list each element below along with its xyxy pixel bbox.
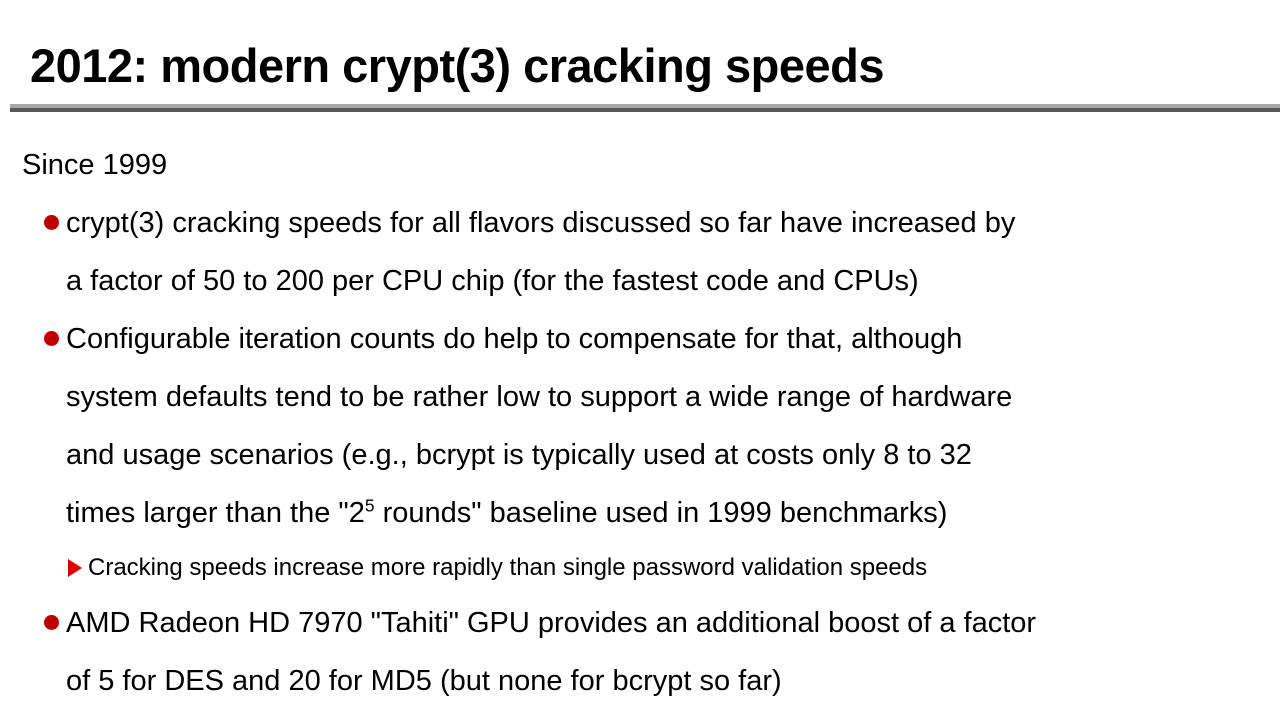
title-underline-rule (10, 104, 1280, 112)
title-underline-rule-dark (10, 108, 1280, 112)
text-line-with-superscript: times larger than the "25 rounds" baseli… (66, 484, 1280, 542)
text-line: crypt(3) cracking speeds for all flavors… (66, 207, 1016, 239)
slide-title: 2012: modern crypt(3) cracking speeds (30, 39, 884, 92)
text-line: AMD Radeon HD 7970 "Tahiti" GPU provides… (66, 607, 1037, 639)
sub-bullet-text: Cracking speeds increase more rapidly th… (0, 542, 1280, 594)
red-disc-bullet-icon (44, 331, 59, 346)
intro-line: Since 1999 (22, 149, 168, 181)
sub-bullet-item-cracking-speeds: Cracking speeds increase more rapidly th… (0, 542, 1280, 594)
bullet-text: Configurable iteration counts do help to… (0, 310, 1280, 542)
text-line: of 5 for DES and 20 for MD5 (but none fo… (66, 665, 782, 697)
bullet-text: crypt(3) cracking speeds for all flavors… (0, 194, 1280, 310)
bullet-item-iteration-counts: Configurable iteration counts do help to… (0, 310, 1280, 542)
text-line: and usage scenarios (e.g., bcrypt is typ… (66, 439, 972, 471)
text-line: Configurable iteration counts do help to… (66, 323, 963, 355)
bullet-item-crypt3-speeds: crypt(3) cracking speeds for all flavors… (0, 194, 1280, 310)
red-triangle-bullet-icon (68, 559, 82, 577)
text-line: a factor of 50 to 200 per CPU chip (for … (66, 265, 919, 297)
text-segment: times larger than the "2 (66, 497, 365, 529)
slide-body: Since 1999 crypt(3) cracking speeds for … (0, 136, 1280, 710)
bullet-text: AMD Radeon HD 7970 "Tahiti" GPU provides… (0, 594, 1280, 710)
bullet-item-amd-gpu: AMD Radeon HD 7970 "Tahiti" GPU provides… (0, 594, 1280, 710)
superscript-exponent: 5 (364, 495, 375, 516)
text-line: system defaults tend to be rather low to… (66, 381, 1013, 413)
red-disc-bullet-icon (44, 215, 59, 230)
title-underline-rule-light (10, 104, 1280, 108)
text-line: Cracking speeds increase more rapidly th… (88, 554, 928, 581)
text-segment: rounds" baseline used in 1999 benchmarks… (374, 497, 948, 529)
red-disc-bullet-icon (44, 615, 59, 630)
